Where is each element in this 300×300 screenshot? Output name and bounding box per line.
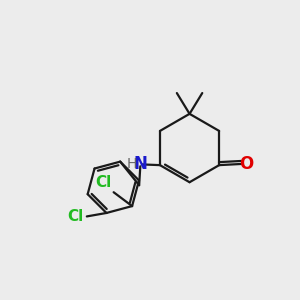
Text: H: H (126, 157, 137, 171)
Text: Cl: Cl (67, 209, 83, 224)
Text: Cl: Cl (95, 176, 111, 190)
Text: N: N (134, 155, 147, 173)
Text: O: O (239, 155, 253, 173)
